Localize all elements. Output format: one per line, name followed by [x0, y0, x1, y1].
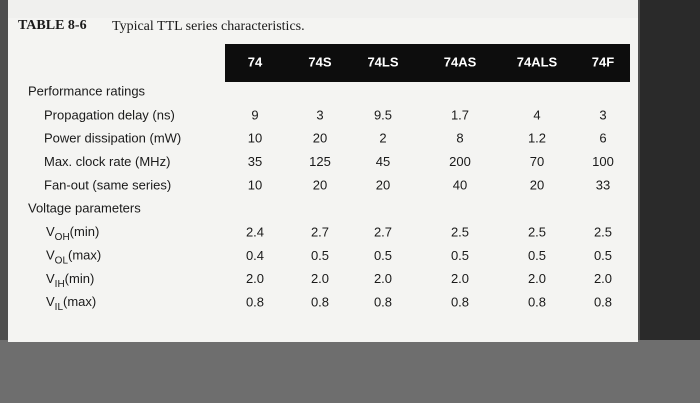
cell: 0.5 [311, 248, 329, 263]
cell: 2.0 [528, 271, 546, 286]
cell: 20 [376, 177, 390, 192]
row-label: VOL(max) [46, 248, 101, 266]
cell: 0.8 [594, 295, 612, 310]
cell: 20 [313, 131, 327, 146]
row-label: VIH(min) [46, 271, 94, 289]
cell: 0.8 [311, 295, 329, 310]
qualifier: (max) [63, 295, 96, 310]
column-header: 74ALS [517, 54, 558, 69]
cell: 4 [533, 107, 540, 122]
cell: 6 [599, 131, 606, 146]
cell: 10 [248, 177, 262, 192]
cell: 1.2 [528, 131, 546, 146]
cell: 8 [456, 131, 463, 146]
cell: 2.5 [528, 225, 546, 240]
cell: 2.0 [246, 271, 264, 286]
column-header: 74F [592, 54, 614, 69]
cell: 20 [313, 177, 327, 192]
column-header: 74S [308, 54, 331, 69]
cell: 10 [248, 131, 262, 146]
cell: 0.4 [246, 248, 264, 263]
cell: 2.0 [374, 271, 392, 286]
row-label: Max. clock rate (MHz) [44, 154, 170, 169]
row-label: Fan-out (same series) [44, 177, 171, 192]
symbol: V [46, 271, 55, 286]
cell: 0.8 [451, 295, 469, 310]
column-header: 74AS [444, 54, 477, 69]
cell: 1.7 [451, 107, 469, 122]
subscript: IH [55, 278, 65, 289]
surface [0, 340, 700, 403]
cell: 2.4 [246, 225, 264, 240]
cell: 2 [379, 131, 386, 146]
cell: 2.0 [311, 271, 329, 286]
row-label: VOH(min) [46, 225, 99, 243]
cell: 100 [592, 154, 614, 169]
cell: 9 [251, 107, 258, 122]
cell: 33 [596, 177, 610, 192]
cell: 0.5 [528, 248, 546, 263]
cell: 200 [449, 154, 471, 169]
row-label: Power dissipation (mW) [44, 131, 181, 146]
subscript: OL [55, 255, 69, 266]
cell: 70 [530, 154, 544, 169]
cell: 9.5 [374, 107, 392, 122]
cell: 0.5 [594, 248, 612, 263]
qualifier: (min) [65, 271, 95, 286]
cell: 2.0 [594, 271, 612, 286]
side-page [640, 0, 700, 403]
cell: 2.7 [374, 225, 392, 240]
cell: 2.7 [311, 225, 329, 240]
cell: 20 [530, 177, 544, 192]
cell: 35 [248, 154, 262, 169]
cell: 40 [453, 177, 467, 192]
cell: 0.5 [374, 248, 392, 263]
column-header: 74 [248, 54, 263, 69]
cell: 3 [316, 107, 323, 122]
row-label: Propagation delay (ns) [44, 107, 175, 122]
cell: 0.5 [451, 248, 469, 263]
section-heading: Performance ratings [28, 83, 146, 98]
table-caption: Typical TTL series characteristics. [112, 19, 305, 34]
subscript: IL [55, 302, 64, 313]
symbol: V [46, 248, 55, 263]
cell: 2.0 [451, 271, 469, 286]
cell: 125 [309, 154, 331, 169]
section-heading: Voltage parameters [28, 201, 141, 216]
row-label: VIL(max) [46, 295, 96, 313]
symbol: V [46, 295, 55, 310]
cell: 0.8 [246, 295, 264, 310]
cell: 45 [376, 154, 390, 169]
cell: 2.5 [594, 225, 612, 240]
qualifier: (min) [70, 225, 100, 240]
subscript: OH [55, 232, 70, 243]
paper-top [8, 0, 638, 18]
symbol: V [46, 225, 55, 240]
cell: 0.8 [374, 295, 392, 310]
cell: 2.5 [451, 225, 469, 240]
cell: 3 [599, 107, 606, 122]
table-number: TABLE 8-6 [18, 18, 87, 33]
cell: 0.8 [528, 295, 546, 310]
qualifier: (max) [68, 248, 101, 263]
column-header: 74LS [367, 54, 398, 69]
header-band [225, 44, 630, 82]
